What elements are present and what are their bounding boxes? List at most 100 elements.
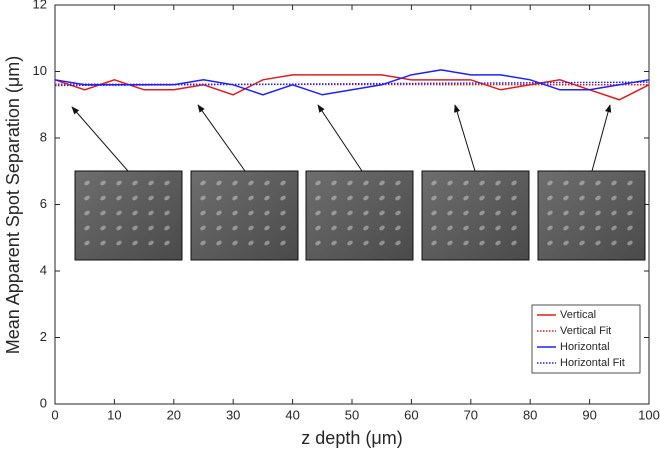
inset-spot bbox=[579, 180, 585, 186]
y-axis-label: Mean Apparent Spot Separation (μm) bbox=[3, 56, 23, 355]
inset-spot bbox=[232, 195, 238, 201]
inset-spot bbox=[495, 195, 501, 201]
inset-spot bbox=[447, 195, 453, 201]
inset-spot bbox=[563, 225, 569, 231]
inset-spot bbox=[347, 180, 353, 186]
x-tick-label: 40 bbox=[285, 407, 299, 422]
inset-image bbox=[190, 170, 299, 261]
inset-spot bbox=[200, 240, 206, 246]
x-tick-label: 30 bbox=[226, 407, 240, 422]
inset-spot bbox=[563, 240, 569, 246]
inset-spot bbox=[280, 225, 286, 231]
inset-spot bbox=[395, 210, 401, 216]
inset-spot bbox=[200, 225, 206, 231]
inset-spot bbox=[495, 210, 501, 216]
inset-spot bbox=[347, 225, 353, 231]
inset-spot bbox=[479, 180, 485, 186]
inset-spot bbox=[395, 180, 401, 186]
inset-spot bbox=[248, 240, 254, 246]
inset-spot bbox=[164, 210, 170, 216]
x-tick-label: 70 bbox=[464, 407, 478, 422]
y-tick-label: 4 bbox=[40, 262, 47, 277]
x-tick-label: 10 bbox=[107, 407, 121, 422]
inset-spot bbox=[463, 180, 469, 186]
inset-spot bbox=[611, 240, 617, 246]
inset-images bbox=[71, 104, 646, 261]
inset-spot bbox=[116, 240, 122, 246]
inset-spot bbox=[148, 195, 154, 201]
inset-spot bbox=[331, 180, 337, 186]
inset-spot bbox=[347, 210, 353, 216]
inset-spot bbox=[216, 225, 222, 231]
inset-image bbox=[421, 170, 530, 261]
inset-spot bbox=[379, 225, 385, 231]
inset-spot bbox=[431, 180, 437, 186]
inset-spot bbox=[248, 225, 254, 231]
inset-spot bbox=[395, 195, 401, 201]
inset-spot bbox=[579, 195, 585, 201]
inset-spot bbox=[280, 240, 286, 246]
inset-spot bbox=[132, 180, 138, 186]
inset-spot bbox=[579, 225, 585, 231]
inset-spot bbox=[563, 195, 569, 201]
inset-spot bbox=[315, 210, 321, 216]
inset-spot bbox=[232, 240, 238, 246]
inset-spot bbox=[463, 225, 469, 231]
inset-spot bbox=[200, 195, 206, 201]
inset-spot bbox=[116, 180, 122, 186]
inset-spot bbox=[200, 180, 206, 186]
inset-spot bbox=[627, 195, 633, 201]
x-tick-label: 20 bbox=[167, 407, 181, 422]
y-tick-label: 8 bbox=[40, 129, 47, 144]
inset-spot bbox=[511, 225, 517, 231]
inset-spot bbox=[164, 240, 170, 246]
inset-spot bbox=[148, 180, 154, 186]
inset-spot bbox=[164, 225, 170, 231]
inset-spot bbox=[379, 180, 385, 186]
inset-spot bbox=[463, 195, 469, 201]
inset-spot bbox=[511, 210, 517, 216]
inset-spot bbox=[431, 225, 437, 231]
inset-spot bbox=[232, 225, 238, 231]
inset-spot bbox=[216, 195, 222, 201]
inset-spot bbox=[331, 225, 337, 231]
y-tick-label: 12 bbox=[33, 0, 47, 11]
inset-image bbox=[305, 170, 414, 261]
inset-spot bbox=[579, 210, 585, 216]
inset-spot bbox=[232, 180, 238, 186]
inset-spot bbox=[84, 240, 90, 246]
inset-spot bbox=[395, 240, 401, 246]
inset-spot bbox=[116, 195, 122, 201]
inset-spot bbox=[511, 240, 517, 246]
inset-spot bbox=[100, 195, 106, 201]
inset-spot bbox=[132, 225, 138, 231]
inset-spot bbox=[611, 180, 617, 186]
inset-spot bbox=[563, 210, 569, 216]
inset-spot bbox=[216, 210, 222, 216]
inset-spot bbox=[463, 210, 469, 216]
inset-spot bbox=[264, 210, 270, 216]
inset-spot bbox=[595, 240, 601, 246]
inset-spot bbox=[363, 180, 369, 186]
inset-spot bbox=[216, 180, 222, 186]
inset-spot bbox=[563, 180, 569, 186]
legend-label: Vertical bbox=[560, 309, 596, 321]
inset-spot bbox=[379, 210, 385, 216]
inset-spot bbox=[315, 195, 321, 201]
inset-spot bbox=[395, 225, 401, 231]
x-tick-label: 80 bbox=[523, 407, 537, 422]
inset-spot bbox=[315, 240, 321, 246]
inset-spot bbox=[595, 225, 601, 231]
inset-spot bbox=[463, 240, 469, 246]
inset-spot bbox=[363, 240, 369, 246]
legend-label: Horizontal Fit bbox=[560, 357, 625, 369]
inset-spot bbox=[264, 225, 270, 231]
inset-spot bbox=[264, 180, 270, 186]
inset-spot bbox=[447, 180, 453, 186]
inset-spot bbox=[547, 195, 553, 201]
inset-spot bbox=[627, 180, 633, 186]
inset-spot bbox=[100, 210, 106, 216]
inset-spot bbox=[84, 210, 90, 216]
inset-spot bbox=[331, 210, 337, 216]
inset-spot bbox=[627, 210, 633, 216]
